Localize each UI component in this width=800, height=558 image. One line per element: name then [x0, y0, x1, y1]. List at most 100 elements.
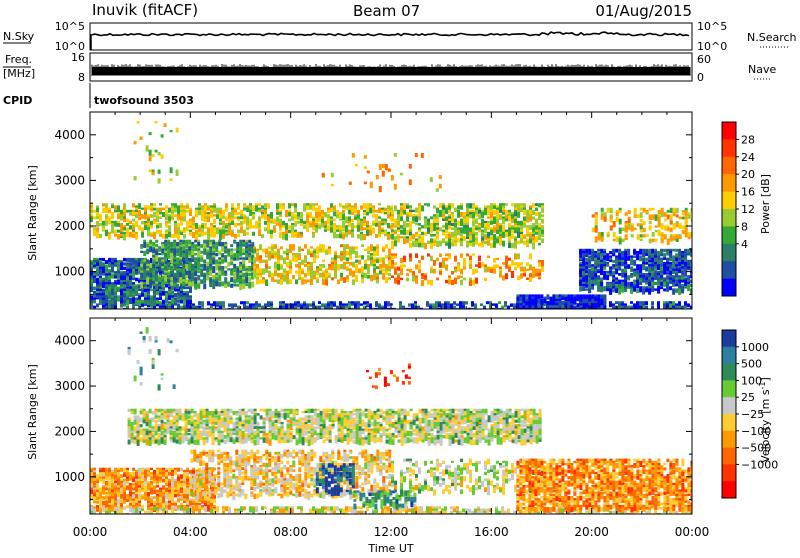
- echo-cell: [285, 234, 288, 240]
- echo-cell: [627, 264, 630, 269]
- echo-cell: [493, 227, 496, 232]
- echo-cell: [474, 308, 477, 312]
- echo-cell: [105, 308, 108, 312]
- echo-cell: [573, 301, 576, 304]
- echo-cell: [105, 208, 108, 214]
- echo-cell: [528, 305, 531, 309]
- echo-cell: [403, 230, 406, 236]
- echo-cell: [351, 225, 354, 230]
- echo-cell: [579, 271, 582, 278]
- echo-cell: [96, 295, 99, 298]
- echo-cell: [200, 251, 203, 254]
- echo-cell: [114, 205, 117, 209]
- echo-cell: [168, 208, 171, 213]
- echo-cell: [529, 225, 532, 230]
- echo-cell: [415, 208, 418, 213]
- echo-cell: [150, 225, 153, 228]
- echo-cell: [471, 308, 474, 312]
- echo-cell: [516, 299, 519, 302]
- echo-cell: [336, 214, 339, 218]
- echo-cell: [93, 472, 96, 478]
- echo-cell: [418, 216, 421, 220]
- echo-cell: [147, 505, 150, 507]
- echo-cell: [333, 212, 336, 216]
- echo-cell: [123, 300, 126, 303]
- echo-cell: [541, 230, 544, 235]
- echo-cell: [337, 264, 340, 271]
- echo-cell: [367, 171, 370, 174]
- echo-cell: [487, 243, 490, 246]
- echo-cell: [153, 214, 156, 217]
- echo-cell: [194, 271, 197, 277]
- echo-cell: [153, 234, 156, 239]
- echo-cell: [141, 208, 144, 210]
- echo-cell: [508, 264, 511, 267]
- echo-cell: [307, 273, 310, 276]
- echo-cell: [339, 234, 342, 238]
- echo-cell: [345, 225, 348, 230]
- echo-cell: [231, 232, 234, 237]
- echo-cell: [595, 219, 598, 226]
- echo-cell: [324, 506, 327, 510]
- echo-cell: [457, 238, 460, 242]
- echo-cell: [279, 227, 282, 230]
- echo-cell: [645, 266, 648, 271]
- echo-cell: [117, 499, 120, 505]
- echo-cell: [96, 262, 99, 266]
- echo-cell: [621, 262, 624, 266]
- echo-cell: [233, 279, 236, 283]
- echo-cell: [648, 266, 651, 271]
- echo-cell: [183, 300, 186, 304]
- colorbar-swatch: [722, 209, 736, 227]
- echo-cell: [597, 282, 600, 285]
- echo-cell: [191, 277, 194, 281]
- echo-cell: [195, 223, 198, 229]
- echo-cell: [616, 217, 619, 222]
- echo-cell: [123, 501, 126, 504]
- echo-cell: [640, 219, 643, 222]
- echo-cell: [108, 477, 111, 481]
- echo-cell: [439, 262, 442, 268]
- echo-cell: [108, 265, 111, 268]
- echo-cell: [679, 236, 682, 239]
- echo-cell: [367, 246, 370, 250]
- echo-cell: [144, 474, 147, 478]
- echo-cell: [529, 216, 532, 221]
- echo-cell: [643, 208, 646, 213]
- echo-cell: [400, 216, 403, 221]
- echo-cell: [585, 288, 588, 290]
- echo-cell: [218, 253, 221, 256]
- echo-cell: [675, 288, 678, 293]
- echo-cell: [231, 303, 234, 308]
- echo-cell: [663, 249, 666, 252]
- echo-cell: [204, 219, 207, 223]
- echo-cell: [433, 260, 436, 266]
- echo-cell: [615, 271, 618, 275]
- echo-cell: [123, 474, 126, 476]
- colorbar-swatch: [722, 122, 736, 140]
- echo-cell: [261, 214, 264, 219]
- echo-cell: [183, 216, 186, 221]
- echo-cell: [230, 262, 233, 266]
- echo-cell: [385, 244, 388, 248]
- echo-cell: [358, 255, 361, 258]
- echo-cell: [499, 216, 502, 219]
- echo-cell: [179, 260, 182, 262]
- echo-cell: [252, 303, 255, 305]
- echo-cell: [373, 251, 376, 256]
- colorbar-swatch: [722, 192, 736, 210]
- echo-cell: [345, 306, 348, 308]
- echo-cell: [523, 210, 526, 215]
- echo-cell: [529, 238, 532, 243]
- echo-cell: [520, 267, 523, 272]
- echo-cell: [510, 303, 513, 307]
- echo-cell: [231, 221, 234, 225]
- echo-cell: [304, 279, 307, 283]
- echo-cell: [301, 271, 304, 275]
- echo-cell: [291, 203, 294, 206]
- echo-cell: [676, 223, 679, 227]
- echo-cell: [138, 210, 141, 216]
- echo-cell: [460, 230, 463, 234]
- echo-cell: [664, 212, 667, 217]
- echo-cell: [201, 301, 204, 307]
